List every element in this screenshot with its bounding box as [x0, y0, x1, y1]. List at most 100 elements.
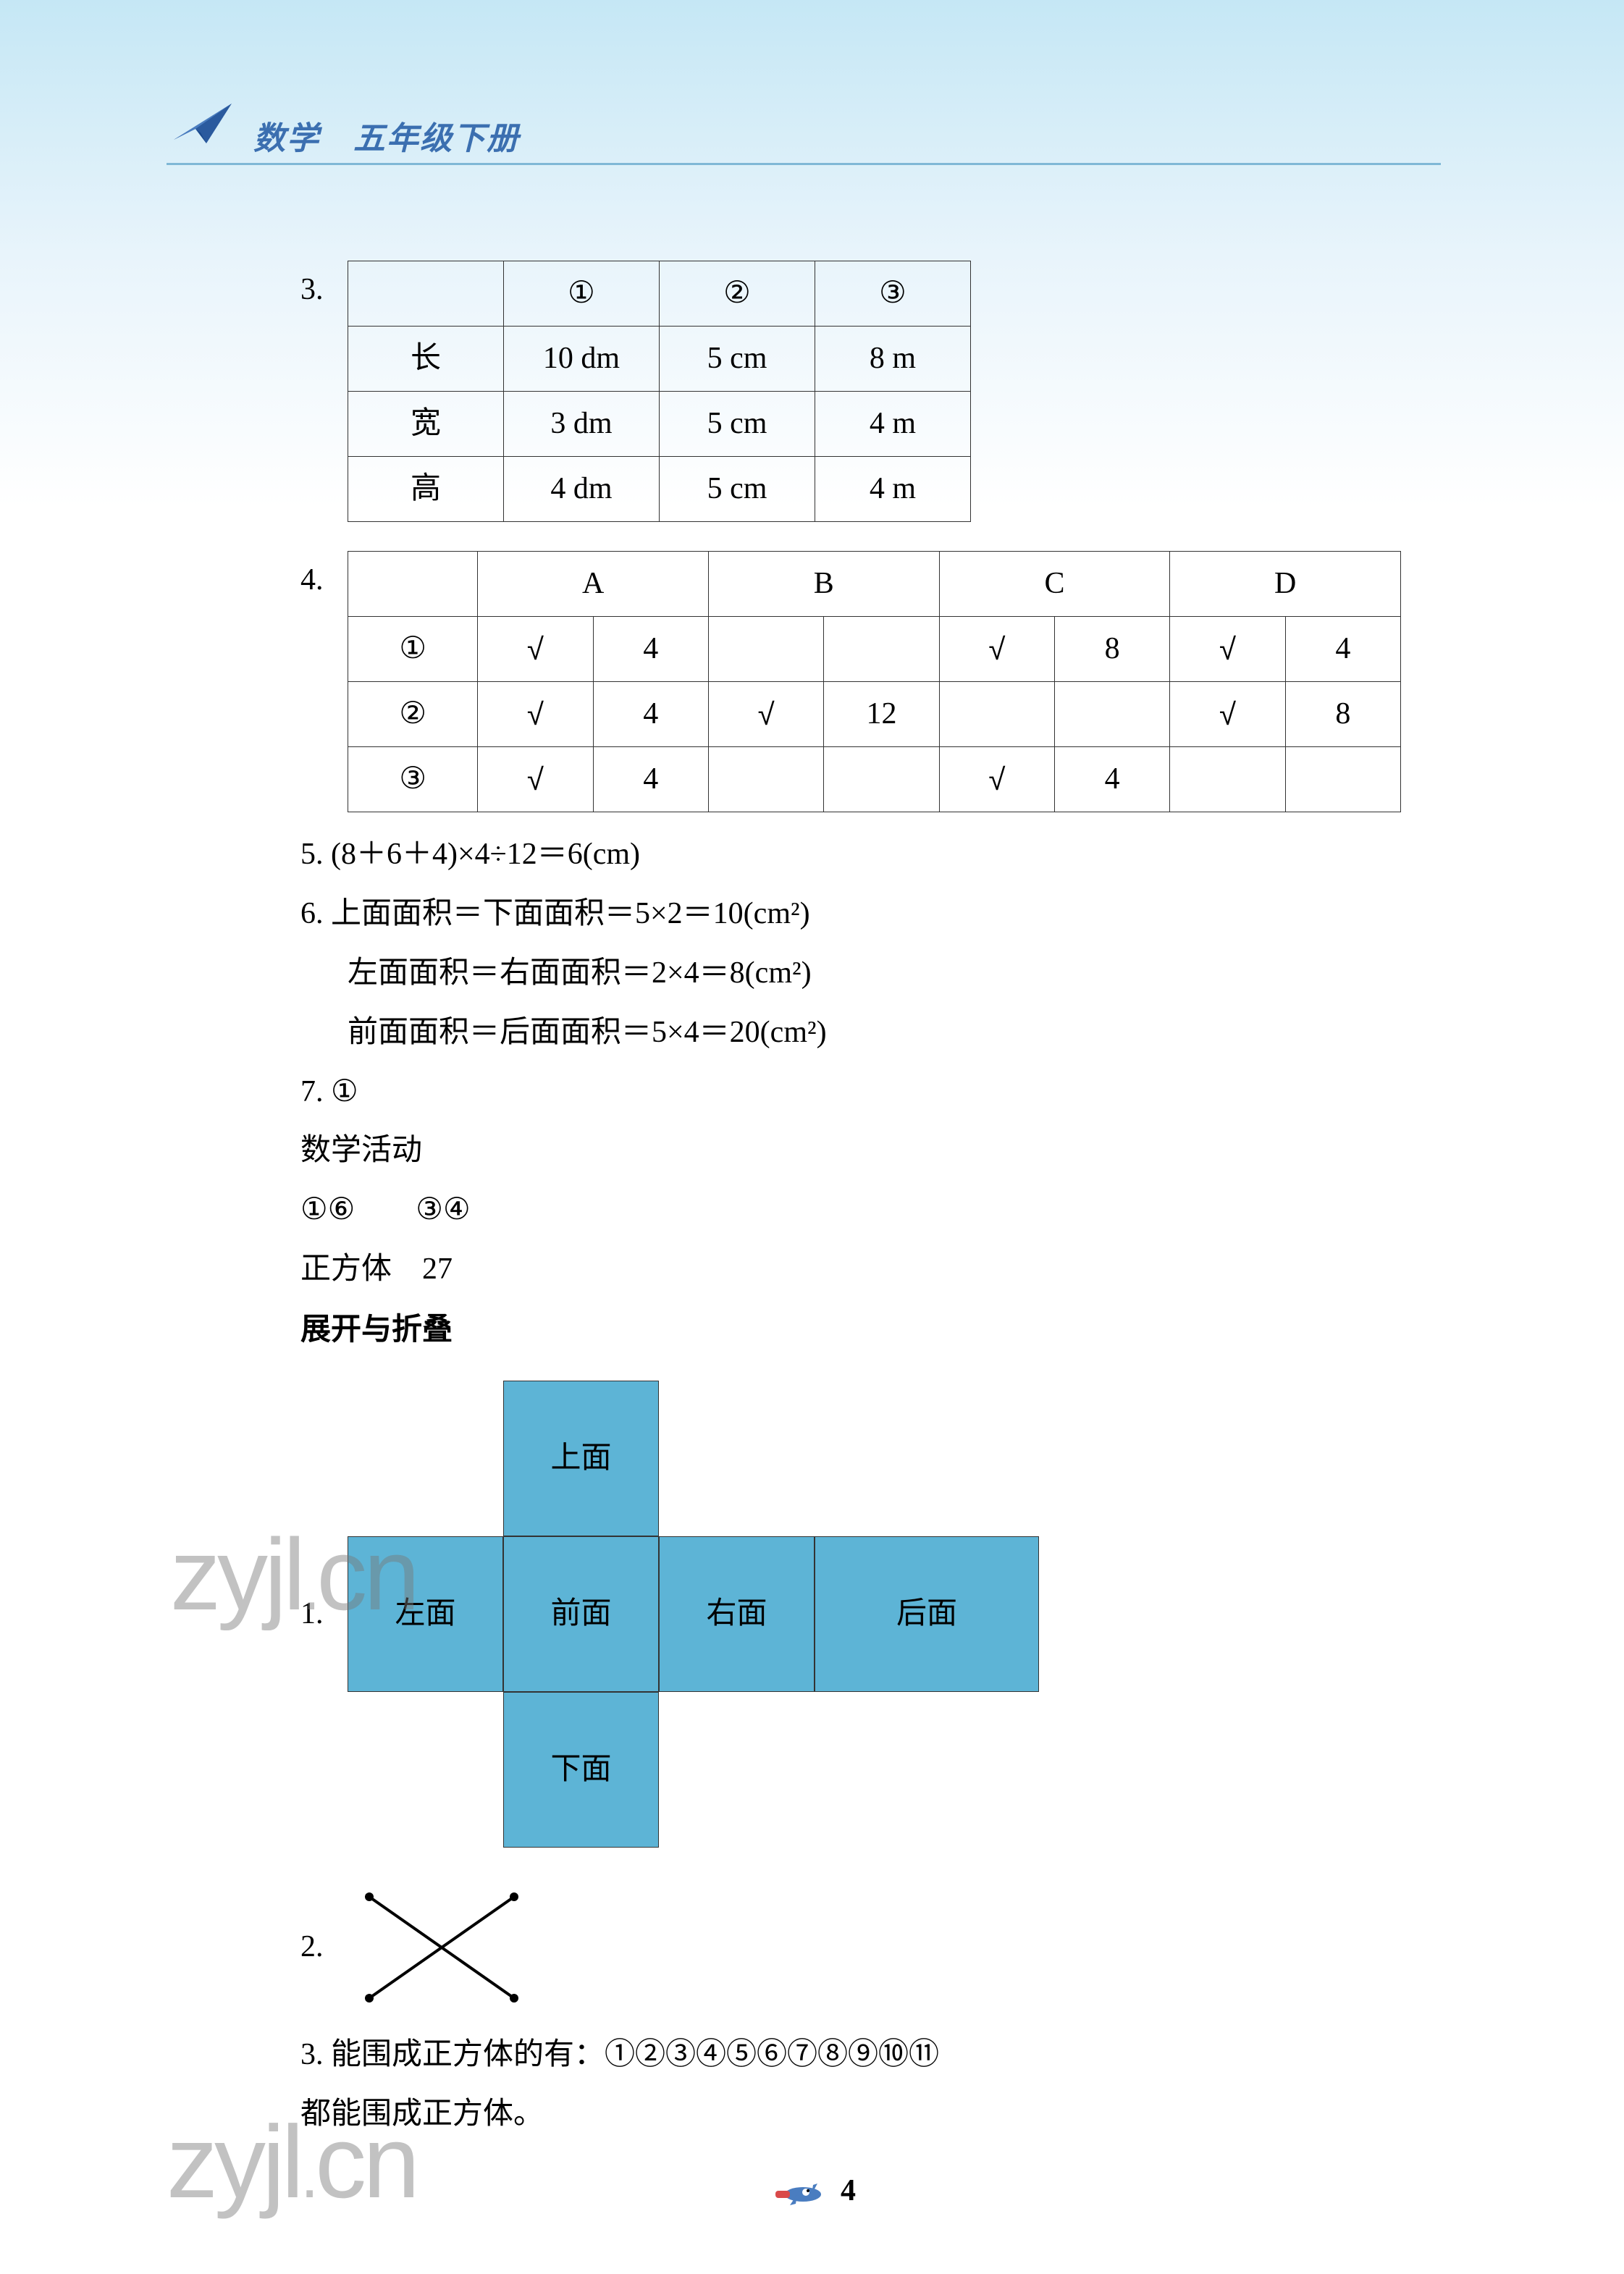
unfold-q3-number: 3. [300, 2038, 324, 2071]
unfold-q1: 1. 上面 左面 前面 右面 后面 下面 [300, 1359, 1430, 1869]
cube-net-diagram: 上面 左面 前面 右面 后面 下面 [348, 1381, 1039, 1848]
cell: 4 [593, 682, 708, 747]
cell: 4 [1055, 747, 1170, 812]
q6-number: 6. [300, 897, 324, 930]
question-7: 7. ① [300, 1063, 1430, 1122]
header-underline [167, 163, 1441, 165]
cell [708, 747, 823, 812]
cell [348, 552, 478, 617]
grade-label: 五年级下册 [353, 121, 520, 156]
page-number: 4 [841, 2173, 856, 2208]
cell: 5 cm [660, 392, 815, 457]
cell: √ [478, 682, 593, 747]
cell: 8 m [815, 327, 971, 392]
table-row: 高 4 dm 5 cm 4 m [348, 457, 971, 522]
activity-title: 数学活动 [300, 1121, 1430, 1181]
cell: √ [939, 747, 1054, 812]
table-row: ② √ 4 √ 12 √ 8 [348, 682, 1401, 747]
page-header: 数学 五年级下册 [0, 0, 1624, 203]
cell [348, 261, 504, 327]
cell: √ [478, 747, 593, 812]
watermark: zyjl.cn [170, 1516, 416, 1633]
cell: 5 cm [660, 457, 815, 522]
cell: ① [348, 617, 478, 682]
cell: 3 dm [504, 392, 660, 457]
unfold-q3: 3. 能围成正方体的有：①②③④⑤⑥⑦⑧⑨⑩⑪ [300, 2026, 1430, 2085]
cell: ② [660, 261, 815, 327]
activity-line3: 正方体 27 [300, 1240, 1430, 1300]
cell: 8 [1285, 682, 1400, 747]
table-row: 宽 3 dm 5 cm 4 m [348, 392, 971, 457]
q3-table: ① ② ③ 长 10 dm 5 cm 8 m 宽 3 dm 5 cm 4 m [348, 261, 971, 522]
cell: B [708, 552, 939, 617]
table-row: ① ② ③ [348, 261, 971, 327]
cell: √ [708, 682, 823, 747]
q6-line1: 上面面积＝下面面积＝5×2＝10(cm²) [331, 897, 810, 930]
cell: D [1170, 552, 1401, 617]
q4-table: A B C D ① √ 4 √ 8 √ 4 ② [348, 551, 1401, 812]
table-row: A B C D [348, 552, 1401, 617]
q6-line2: 左面面积＝右面面积＝2×4＝8(cm²) [348, 944, 1430, 1003]
page-content: 3. ① ② ③ 长 10 dm 5 cm 8 m 宽 3 dm [300, 261, 1430, 2144]
cell: ③ [815, 261, 971, 327]
cell: 4 m [815, 392, 971, 457]
paper-plane-icon [170, 93, 243, 151]
cell [708, 617, 823, 682]
cell: ① [504, 261, 660, 327]
cell [1170, 747, 1285, 812]
question-6: 6. 上面面积＝下面面积＝5×2＝10(cm²) [300, 885, 1430, 944]
question-3: 3. ① ② ③ 长 10 dm 5 cm 8 m 宽 3 dm [300, 261, 1430, 522]
cell: ② [348, 682, 478, 747]
unfold-q3-text: 能围成正方体的有：①②③④⑤⑥⑦⑧⑨⑩⑪ [331, 2038, 939, 2071]
table-row: ① √ 4 √ 8 √ 4 [348, 617, 1401, 682]
cell [1055, 682, 1170, 747]
cell [939, 682, 1054, 747]
question-5: 5. (8＋6＋4)×4÷12＝6(cm) [300, 825, 1430, 885]
q5-text: (8＋6＋4)×4÷12＝6(cm) [331, 838, 640, 871]
face-bottom: 下面 [503, 1692, 659, 1848]
activity-line2: ①⑥ ③④ [300, 1181, 1430, 1240]
subject-label: 数学 [253, 121, 320, 156]
table-row: 长 10 dm 5 cm 8 m [348, 327, 971, 392]
cell: 长 [348, 327, 504, 392]
q3-number: 3. [300, 261, 348, 522]
cell: 10 dm [504, 327, 660, 392]
cell: 4 [593, 747, 708, 812]
cell: √ [478, 617, 593, 682]
watermark: zyjl.cn [167, 2103, 416, 2222]
unfold-title: 展开与折叠 [300, 1300, 1430, 1359]
q4-number: 4. [300, 551, 348, 812]
cell: √ [1170, 617, 1285, 682]
activity-shape: 正方体 [300, 1252, 392, 1286]
cell [824, 747, 939, 812]
cell: C [939, 552, 1170, 617]
face-top: 上面 [503, 1381, 659, 1536]
cell: 4 [593, 617, 708, 682]
cell: √ [939, 617, 1054, 682]
table-row: ③ √ 4 √ 4 [348, 747, 1401, 812]
page-title: 数学 五年级下册 [253, 112, 520, 159]
airplane-icon [768, 2169, 826, 2212]
cell: 高 [348, 457, 504, 522]
cell: 8 [1055, 617, 1170, 682]
cell: 12 [824, 682, 939, 747]
face-right: 右面 [659, 1536, 815, 1692]
unfold-q2: 2. [300, 1869, 1430, 2026]
cell: A [478, 552, 709, 617]
cell [824, 617, 939, 682]
cell: √ [1170, 682, 1285, 747]
cell [1285, 747, 1400, 812]
cell: 4 m [815, 457, 971, 522]
cell: ③ [348, 747, 478, 812]
cell: 4 [1285, 617, 1400, 682]
face-front: 前面 [503, 1536, 659, 1692]
unfold-q3-text2: 都能围成正方体。 [300, 2085, 1430, 2144]
q7-number: 7. [300, 1075, 324, 1108]
activity-count: 27 [422, 1252, 453, 1286]
q5-number: 5. [300, 838, 324, 871]
unfold-q2-number: 2. [300, 1918, 348, 1977]
cross-match-icon [355, 1882, 529, 2013]
q7-answer: ① [331, 1075, 358, 1108]
cell: 5 cm [660, 327, 815, 392]
question-4: 4. A B C D ① √ 4 √ 8 √ [300, 551, 1430, 812]
